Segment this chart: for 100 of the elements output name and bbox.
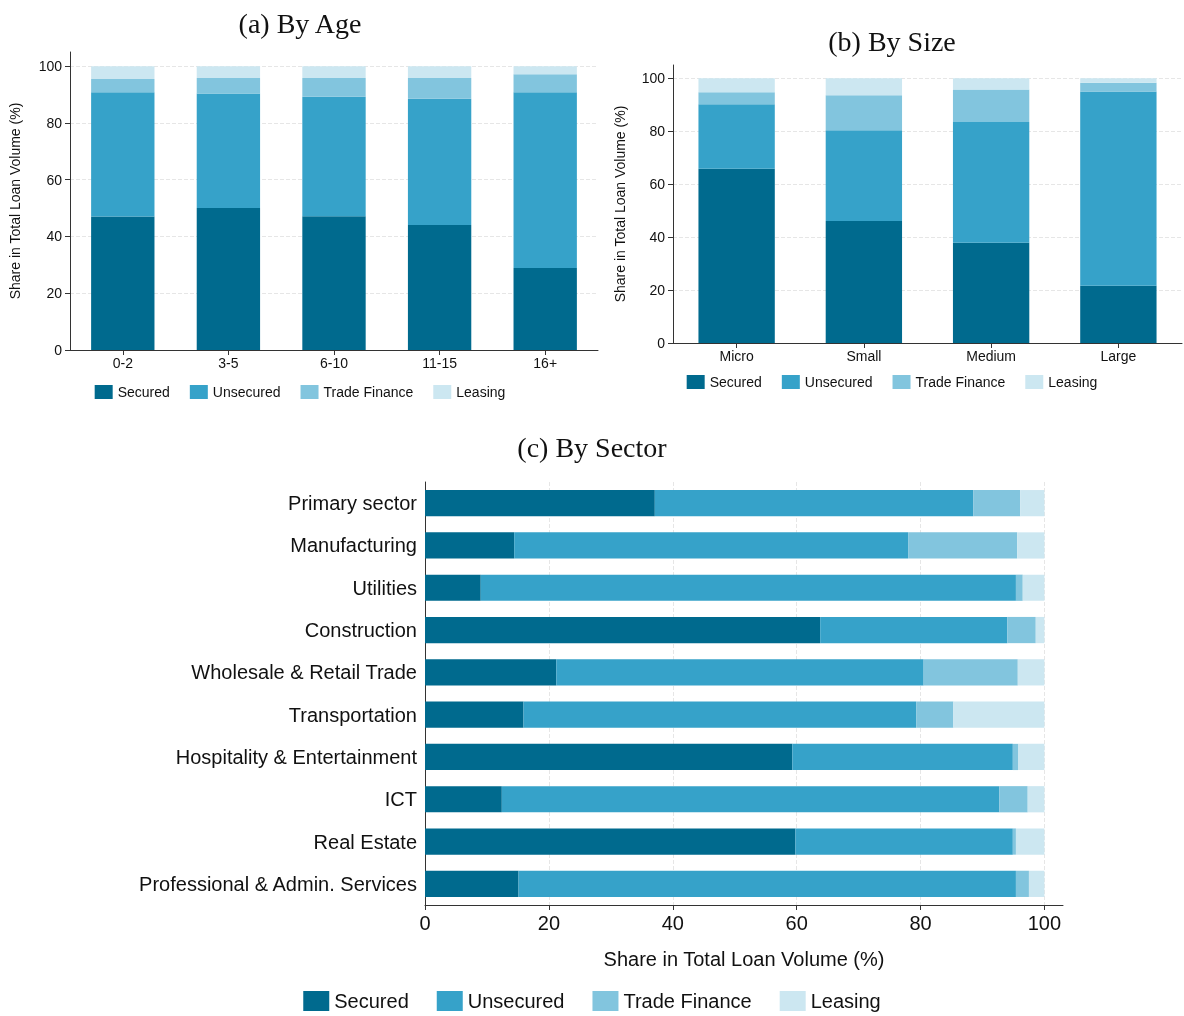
y-tick-label: 100	[641, 70, 666, 87]
bar	[792, 743, 1013, 771]
x-tick-label: 11-15	[422, 355, 458, 371]
bar	[196, 93, 261, 209]
bar	[908, 532, 1018, 559]
bar	[425, 743, 793, 771]
bar	[425, 786, 502, 813]
bar	[91, 216, 155, 350]
y-tick-label: 20	[46, 285, 63, 302]
legend-label: Unsecured	[804, 374, 873, 390]
bar	[1012, 828, 1016, 855]
x-tick-label: 6-10	[319, 355, 349, 371]
bar	[513, 74, 577, 93]
bar	[825, 78, 903, 96]
x-tick-label: 60	[785, 912, 808, 934]
bar	[1028, 870, 1045, 897]
bar	[698, 78, 775, 93]
x-tick-label: 100	[1027, 912, 1062, 934]
bar	[407, 66, 472, 79]
y-tick-label: Primary sector	[288, 492, 418, 515]
bar	[480, 574, 1016, 601]
bar	[407, 78, 472, 99]
y-tick-label: Manufacturing	[290, 534, 417, 557]
bar	[407, 225, 472, 350]
y-tick-label: 40	[46, 228, 63, 245]
y-tick-label: Professional & Admin. Services	[139, 872, 417, 895]
bar	[1080, 91, 1157, 286]
y-tick-label: 60	[46, 171, 63, 188]
y-tick-label: Construction	[304, 619, 417, 642]
bar	[91, 66, 155, 79]
y-tick-label: 0	[657, 335, 666, 351]
chart-title: (a) By Age	[238, 7, 362, 39]
legend-label: Trade Finance	[323, 384, 414, 400]
bar	[654, 490, 974, 517]
legend-label: Secured	[334, 990, 409, 1012]
bar	[1080, 82, 1157, 92]
bar	[795, 828, 1013, 855]
y-tick-label: 60	[649, 176, 666, 193]
y-tick-label: Wholesale & Retail Trade	[191, 661, 417, 684]
legend-label: Leasing	[456, 384, 506, 400]
bar	[196, 78, 261, 94]
y-tick-label: 80	[649, 123, 666, 140]
bar	[425, 870, 519, 897]
bar	[953, 701, 1045, 728]
bar	[513, 267, 577, 350]
bar	[1007, 616, 1036, 644]
legend-label: Leasing	[1048, 374, 1098, 390]
y-tick-label: ICT	[384, 788, 417, 811]
bar	[825, 130, 903, 221]
bar	[425, 574, 481, 601]
y-tick-label: Transportation	[288, 703, 417, 726]
bar	[518, 870, 1016, 897]
bar	[952, 242, 1030, 343]
bar	[501, 786, 1000, 813]
bar	[952, 89, 1030, 122]
x-tick-label: 20	[537, 912, 561, 934]
y-tick-label: 40	[649, 229, 666, 246]
y-axis-title: Share in Total Loan Volume (%)	[7, 102, 23, 300]
bar	[425, 532, 515, 559]
bar	[407, 98, 472, 226]
bar	[91, 92, 155, 217]
x-tick-label: Medium	[966, 348, 1017, 364]
bar	[514, 532, 909, 559]
x-axis-title: Share in Total Loan Volume (%)	[603, 948, 885, 970]
bar	[302, 66, 366, 79]
bar	[91, 78, 155, 93]
y-tick-label: Hospitality & Entertainment	[175, 745, 418, 768]
bar	[1020, 490, 1045, 517]
bar	[820, 616, 1008, 644]
bar	[1015, 870, 1029, 897]
x-tick-label: Large	[1100, 348, 1137, 364]
bar	[425, 828, 796, 855]
bar	[523, 701, 917, 728]
bar	[698, 92, 775, 105]
bar	[1015, 574, 1023, 601]
x-tick-label: Micro	[719, 348, 754, 364]
bar	[425, 616, 821, 644]
bar	[1015, 828, 1045, 855]
legend-label: Unsecured	[212, 384, 281, 400]
bar	[999, 786, 1028, 813]
y-tick-label: 80	[46, 114, 63, 131]
x-tick-label: 80	[909, 912, 932, 934]
legend-label: Trade Finance	[915, 374, 1006, 390]
bar	[196, 66, 261, 79]
bar	[302, 78, 366, 97]
x-tick-label: 16+	[533, 355, 558, 371]
bar	[1022, 574, 1045, 601]
bar	[1017, 659, 1045, 686]
bar	[1027, 786, 1045, 813]
legend-label: Trade Finance	[623, 990, 752, 1012]
bar	[196, 208, 261, 350]
bar	[1018, 743, 1045, 771]
legend-label: Secured	[117, 384, 170, 400]
bar	[698, 168, 775, 343]
y-axis-title: Share in Total Loan Volume (%)	[612, 105, 628, 303]
bar	[1035, 616, 1045, 644]
y-tick-label: 100	[38, 58, 63, 75]
bar	[1017, 532, 1045, 559]
bar	[952, 121, 1030, 243]
bar	[425, 701, 524, 728]
